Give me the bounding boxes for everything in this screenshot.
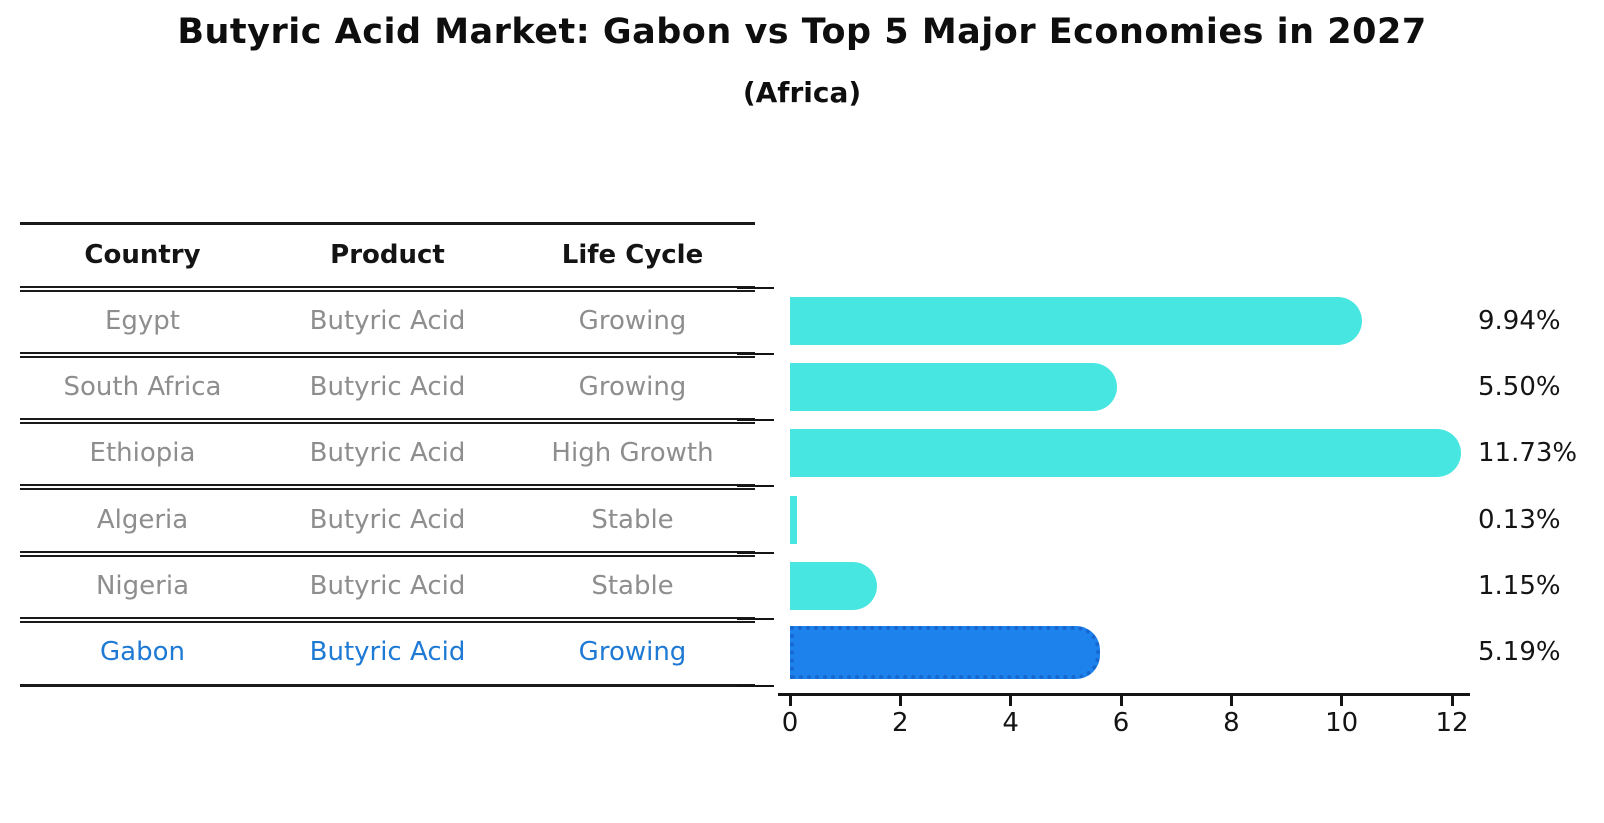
x-axis-tick-label: 0 [781,708,799,738]
table-cell-product: Butyric Acid [309,306,466,336]
table-row-divider [20,617,755,619]
bar-value-label: 5.19% [1478,637,1561,667]
table-row-divider [20,418,755,420]
table-cell-product: Butyric Acid [309,571,466,601]
y-axis-tick [737,485,774,487]
column-header-lifecycle: Life Cycle [561,240,704,270]
table-cell-country: Ethiopia [89,438,196,468]
table-cell-product: Butyric Acid [309,637,466,667]
table-cell-lifecycle: Growing [578,306,687,336]
table-row-divider [20,352,755,354]
table-cell-product: Butyric Acid [309,372,466,402]
table-row: Gabon Butyric Acid Growing [20,619,755,685]
bar-value-label: 9.94% [1478,306,1561,336]
table-row-divider [20,286,755,288]
column-header-country: Country [84,240,201,270]
chart-subtitle: (Africa) [742,76,862,109]
x-axis-tick-label: 8 [1223,708,1240,738]
bar-value-label: 11.73% [1478,438,1578,468]
x-axis-line [778,693,1470,696]
table-row: Ethiopia Butyric Acid High Growth [20,420,755,486]
x-axis-tick [1229,696,1233,706]
x-axis-tick-label: 4 [1002,708,1019,738]
table-row-divider [20,422,755,424]
table-border-line [20,684,755,687]
x-axis-tick [788,696,792,706]
table-cell-lifecycle: High Growth [551,438,714,468]
table-row: Algeria Butyric Acid Stable [20,487,755,553]
table-row-divider [20,488,755,490]
table-row-divider [20,551,755,553]
table-cell-product: Butyric Acid [309,438,466,468]
table-cell-country: Nigeria [95,571,190,601]
table-cell-country: South Africa [63,372,222,402]
table-row-divider [20,356,755,358]
y-axis-tick [737,353,774,355]
x-axis-tick [1009,696,1013,706]
column-header-product: Product [330,240,445,270]
table-row: South Africa Butyric Acid Growing [20,354,755,420]
table-row-divider [20,290,755,292]
bar-algeria [790,496,798,544]
table-row-divider [20,484,755,486]
table-row-divider [20,621,755,623]
table-row-divider [20,555,755,557]
x-axis-tick [1450,696,1454,706]
x-axis-tick-label: 10 [1325,708,1359,738]
bar-value-label: 5.50% [1478,372,1561,402]
table-row: Nigeria Butyric Acid Stable [20,553,755,619]
bar-south-africa [790,363,1118,411]
bar-value-label: 0.13% [1478,505,1561,535]
table-cell-lifecycle: Growing [578,637,687,667]
table-row: Egypt Butyric Acid Growing [20,288,755,354]
x-axis-tick-label: 6 [1112,708,1130,738]
bar-value-label: 1.15% [1478,571,1561,601]
table-cell-country: Egypt [104,306,181,336]
x-axis-tick [898,696,902,706]
x-axis-tick [1119,696,1123,706]
table-cell-country: Gabon [100,637,185,667]
table-cell-product: Butyric Acid [309,505,466,535]
table-cell-lifecycle: Growing [578,372,687,402]
x-axis-tick-label: 12 [1435,708,1469,738]
table-cell-lifecycle: Stable [591,571,674,601]
y-axis-tick [737,685,774,687]
y-axis-tick [737,419,774,421]
bar-gabon [790,626,1101,679]
bar-egypt [790,297,1363,345]
table-cell-country: Algeria [96,505,189,535]
bar-nigeria [790,562,878,610]
y-axis-tick [737,552,774,554]
table-border-line [20,222,755,225]
table-cell-lifecycle: Stable [591,505,674,535]
y-axis-tick [737,618,774,620]
table-header-row: Country Product Life Cycle [20,222,755,288]
x-axis-tick [1340,696,1344,706]
y-axis-tick [737,287,774,289]
x-axis-tick-label: 2 [892,708,909,738]
bar-ethiopia [790,429,1462,477]
chart-title: Butyric Acid Market: Gabon vs Top 5 Majo… [177,12,1427,52]
